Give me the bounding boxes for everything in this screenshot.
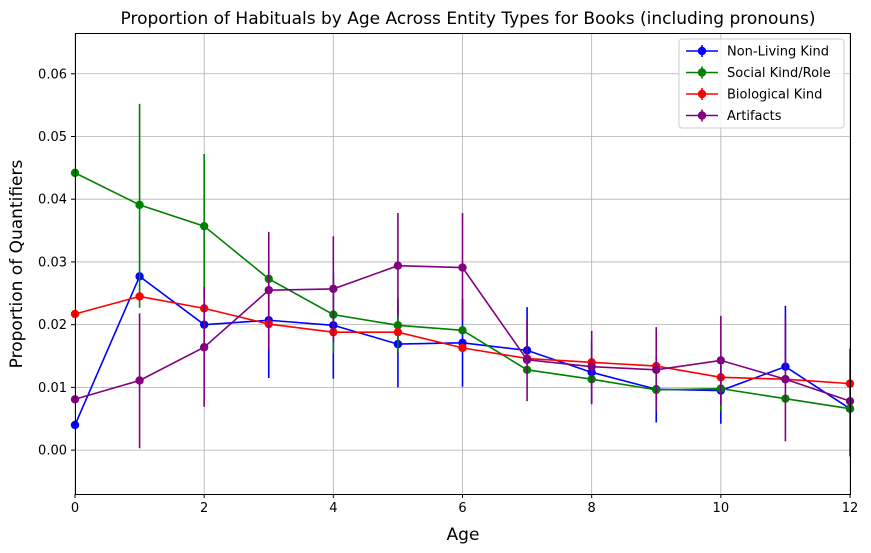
y-axis-label: Proportion of Quantifiers — [7, 160, 27, 369]
series-artifacts — [70, 213, 855, 457]
x-axis-label: Age — [447, 525, 480, 545]
plot-series — [70, 103, 855, 457]
data-point — [393, 321, 403, 330]
data-point — [199, 343, 209, 352]
x-tick-label: 4 — [329, 501, 337, 516]
x-tick-label: 8 — [588, 501, 596, 516]
y-tick-label: 0.02 — [38, 318, 67, 333]
x-tick-label: 2 — [200, 501, 208, 516]
legend-marker — [697, 46, 707, 56]
legend-marker — [697, 68, 707, 77]
data-point — [135, 376, 144, 385]
data-point — [458, 326, 467, 335]
data-point — [135, 200, 144, 210]
y-tick-label: 0.05 — [38, 130, 67, 145]
x-tick-label: 6 — [458, 501, 466, 516]
legend-marker — [697, 111, 707, 120]
x-tick-label: 12 — [842, 501, 859, 516]
legend-label: Biological Kind — [727, 88, 822, 103]
legend: Non-Living Kind Social Kind/Role Biologica… — [678, 38, 845, 129]
x-tick-label: 10 — [713, 501, 730, 516]
data-point — [458, 343, 467, 353]
y-tick-label: 0.00 — [38, 444, 67, 459]
data-point — [587, 362, 596, 371]
data-point — [716, 356, 726, 365]
data-point — [135, 292, 144, 301]
data-point — [393, 261, 403, 270]
legend-label: Non-Living Kind — [727, 45, 829, 60]
data-point — [199, 221, 209, 231]
y-tick-label: 0.03 — [38, 255, 67, 270]
data-point — [264, 285, 273, 295]
legend-box — [678, 38, 845, 129]
legend-marker — [697, 89, 707, 99]
legend-label: Artifacts — [727, 109, 782, 124]
data-point — [329, 284, 338, 294]
axis-ticks: 0 2 4 6 8 10 12 0.00 0.01 0.02 0.03 0.04 0.05 0.06 — [38, 67, 858, 516]
data-point — [522, 355, 532, 364]
data-point — [781, 375, 790, 384]
y-tick-label: 0.01 — [38, 381, 67, 396]
x-tick-label: 0 — [71, 501, 79, 516]
chart-title: Proportion of Habituals by Age Across En… — [121, 9, 816, 29]
data-point — [652, 365, 661, 375]
y-tick-label: 0.04 — [38, 193, 67, 208]
data-point — [393, 327, 403, 337]
data-point — [458, 263, 467, 272]
y-tick-label: 0.06 — [38, 67, 67, 82]
legend-label: Social Kind/Role — [727, 66, 831, 81]
